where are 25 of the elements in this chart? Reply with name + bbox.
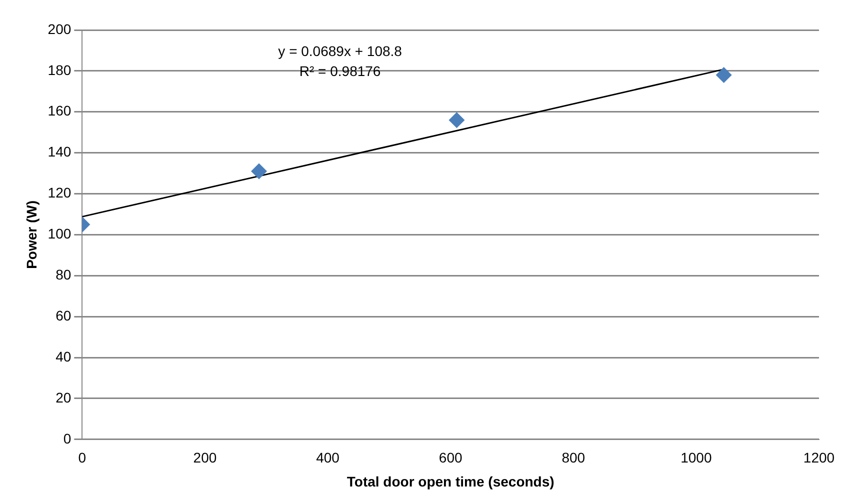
x-tick-label: 600 <box>438 450 462 466</box>
y-tick-label: 0 <box>63 430 72 446</box>
y-tick-label: 120 <box>48 184 72 201</box>
y-tick-label: 20 <box>56 389 72 406</box>
x-tick-label: 200 <box>193 450 217 466</box>
x-tick-label: 400 <box>316 450 340 466</box>
x-tick-label: 1000 <box>680 450 712 466</box>
y-tick-label: 100 <box>48 226 72 242</box>
annotation: y = 0.0689x + 108.8 <box>278 42 402 59</box>
x-tick-label: 1200 <box>803 450 835 466</box>
y-tick-label: 160 <box>48 102 72 119</box>
y-axis-title: Power (W) <box>23 200 40 269</box>
y-tick-label: 80 <box>56 266 72 282</box>
x-tick-label: 0 <box>78 450 86 466</box>
y-tick-label: 40 <box>56 348 72 364</box>
point <box>448 112 465 128</box>
x-tick-label: 800 <box>562 450 586 466</box>
point <box>716 67 732 84</box>
y-tick-label: 140 <box>48 144 72 160</box>
point <box>251 163 267 180</box>
y-tick-label: 180 <box>48 62 72 78</box>
y-tick-label: 60 <box>56 307 72 324</box>
x-axis-title: Total door open time (seconds) <box>346 473 554 490</box>
annotation: R² = 0.98176 <box>299 62 381 79</box>
y-tick-label: 200 <box>48 20 72 37</box>
